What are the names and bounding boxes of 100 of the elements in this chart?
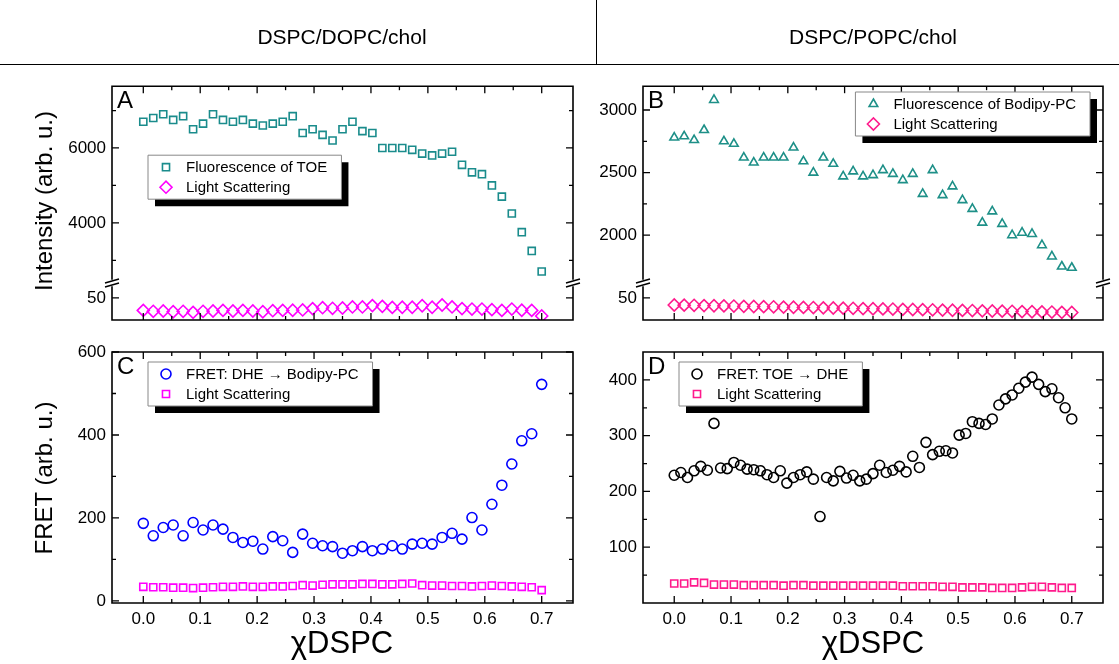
point — [325, 301, 340, 316]
point — [786, 300, 801, 315]
point — [846, 301, 860, 316]
point — [178, 583, 188, 592]
point — [268, 582, 278, 591]
point — [935, 303, 950, 317]
point — [385, 300, 400, 315]
point — [148, 113, 158, 123]
point — [368, 579, 377, 589]
point — [266, 530, 279, 543]
point — [298, 580, 307, 590]
annotation: C — [117, 351, 135, 379]
x-axis-title: χDSPC — [821, 625, 925, 661]
point — [375, 299, 390, 314]
x-tick-label: 0.4 — [889, 608, 914, 628]
point — [507, 209, 517, 218]
point — [435, 298, 449, 312]
x-tick-label: 0.2 — [245, 608, 269, 628]
point — [305, 301, 320, 316]
point — [507, 582, 517, 591]
point — [198, 583, 208, 592]
point — [985, 304, 1000, 318]
point — [455, 301, 469, 316]
point — [138, 117, 148, 127]
point — [397, 143, 407, 153]
point — [426, 538, 438, 550]
point — [687, 298, 701, 313]
point — [517, 582, 527, 592]
point — [247, 535, 259, 547]
point — [415, 298, 429, 313]
point — [917, 188, 928, 198]
point — [669, 131, 680, 141]
point — [407, 145, 417, 155]
point — [315, 300, 330, 315]
point — [1045, 305, 1059, 319]
point — [276, 534, 289, 547]
point — [977, 216, 988, 226]
point — [708, 94, 720, 104]
point — [476, 524, 488, 536]
point — [295, 303, 310, 317]
annotation: A — [117, 85, 134, 113]
y-tick-label: 200 — [608, 481, 637, 501]
point — [796, 300, 811, 315]
point — [886, 302, 900, 316]
point — [746, 299, 761, 314]
point — [768, 151, 779, 161]
point — [717, 299, 731, 313]
point — [348, 579, 357, 589]
legend-label: Light Scattering — [186, 178, 291, 196]
point — [316, 539, 329, 552]
point — [738, 151, 749, 161]
point — [158, 109, 168, 119]
point — [436, 531, 448, 544]
point — [168, 583, 178, 592]
point — [198, 119, 208, 128]
point — [535, 378, 548, 391]
point — [257, 543, 269, 555]
y-tick-label: 200 — [77, 507, 106, 527]
point — [707, 298, 721, 313]
point — [758, 151, 769, 161]
y-tick-label: 2000 — [599, 224, 637, 244]
point — [534, 309, 549, 320]
point — [188, 583, 198, 593]
x-tick-label: 0.1 — [188, 608, 213, 628]
y-tick-label: 3000 — [599, 99, 637, 119]
point — [975, 304, 990, 318]
point — [208, 582, 218, 592]
point — [345, 300, 360, 314]
point — [537, 267, 547, 276]
point — [467, 582, 477, 591]
legend-label: FRET: DHE → Bodipy-PC — [186, 365, 359, 383]
point — [965, 303, 980, 318]
point — [697, 298, 711, 313]
point — [197, 524, 209, 536]
point — [524, 303, 539, 318]
point — [397, 579, 407, 589]
x-tick-label: 0.6 — [1003, 608, 1027, 628]
point — [1056, 260, 1067, 270]
point — [328, 136, 337, 145]
point — [238, 115, 248, 125]
point — [997, 218, 1008, 228]
point — [265, 303, 280, 318]
point — [437, 149, 447, 158]
point — [727, 299, 741, 313]
point — [417, 149, 427, 158]
point — [427, 581, 437, 590]
point — [525, 427, 538, 440]
point — [967, 203, 978, 213]
point — [806, 300, 821, 315]
point — [177, 529, 189, 542]
point — [896, 302, 910, 317]
point — [688, 134, 700, 144]
point — [957, 194, 968, 204]
point — [925, 303, 940, 317]
point — [527, 246, 537, 256]
y-tick-label: 2500 — [599, 162, 637, 182]
point — [506, 458, 518, 470]
point — [146, 304, 161, 319]
point — [897, 174, 908, 184]
point — [1025, 304, 1039, 319]
